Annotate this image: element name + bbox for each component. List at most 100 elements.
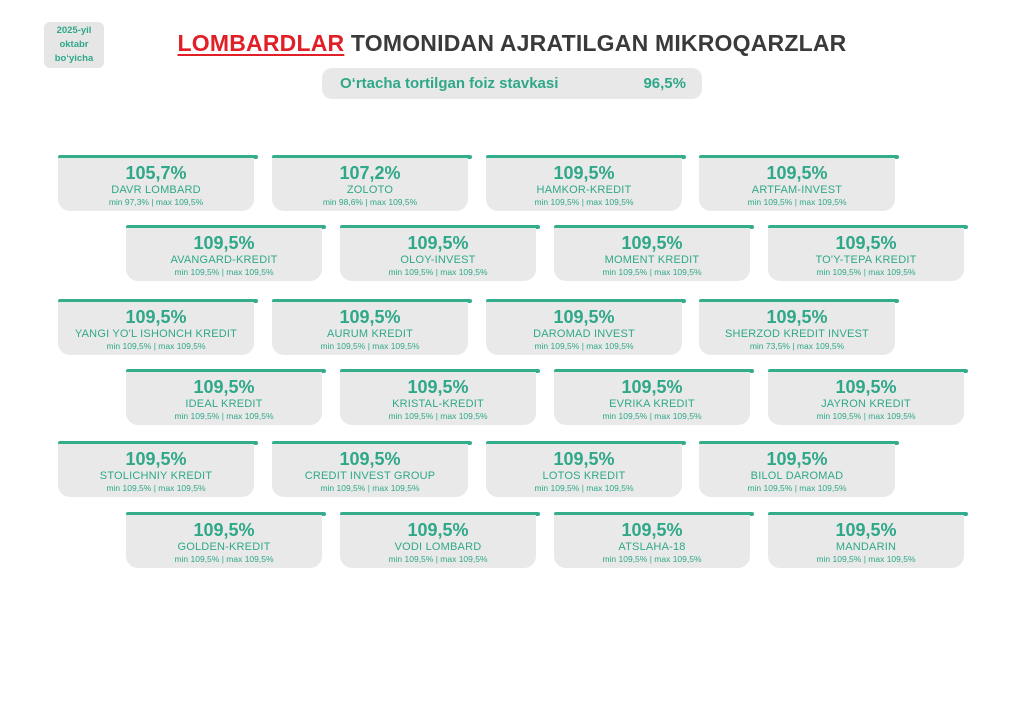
card-rate-range: min 109,5% | max 109,5% <box>816 411 916 421</box>
card-company-name: AVANGARD-KREDIT <box>170 254 278 266</box>
lombard-card: 109,5% SHERZOD KREDIT INVEST min 73,5% | m… <box>699 299 899 355</box>
card-accent-bar <box>768 512 968 516</box>
card-body: 109,5% MOMENT KREDIT min 109,5% | max 109,… <box>554 228 750 281</box>
card-company-name: ATSLAHA-18 <box>618 541 686 553</box>
card-rate-range: min 73,5% | max 109,5% <box>749 341 845 351</box>
card-rate-value: 109,5% <box>621 520 683 540</box>
card-company-name: ZOLOTO <box>346 184 394 196</box>
card-rate-value: 109,5% <box>193 520 255 540</box>
card-body: 109,5% AVANGARD-KREDIT min 109,5% | max 10… <box>126 228 322 281</box>
card-company-name: DAROMAD INVEST <box>533 328 635 340</box>
card-body: 109,5% SHERZOD KREDIT INVEST min 73,5% | m… <box>699 302 895 355</box>
card-body: 107,2% ZOLOTO min 98,6% | max 109,5% <box>272 158 468 211</box>
card-body: 109,5% CREDIT INVEST GROUP min 109,5% | ma… <box>272 444 468 497</box>
card-rate-value: 109,5% <box>835 520 897 540</box>
card-body: 109,5% EVRIKA KREDIT min 109,5% | max 109,… <box>554 372 750 425</box>
card-body: 109,5% KRISTAL-KREDIT min 109,5% | max 109… <box>340 372 536 425</box>
lombard-card: 109,5% OLOY-INVEST min 109,5% | max 109,5% <box>340 225 540 281</box>
card-rate-value: 109,5% <box>125 307 187 327</box>
card-body: 109,5% YANGI YO'L ISHONCH KREDIT min 109,5… <box>58 302 254 355</box>
card-body: 109,5% AURUM KREDIT min 109,5% | max 109,5… <box>272 302 468 355</box>
card-accent-bar <box>554 369 754 373</box>
card-rate-value: 109,5% <box>125 449 187 469</box>
card-rate-value: 109,5% <box>553 163 615 183</box>
card-company-name: GOLDEN-KREDIT <box>177 541 271 553</box>
page-title-rest: TOMONIDAN AJRATILGAN MIKROQARZLAR <box>344 30 847 56</box>
card-company-name: MANDARIN <box>835 541 897 553</box>
lombard-card: 109,5% LOTOS KREDIT min 109,5% | max 109,5… <box>486 441 686 497</box>
card-accent-bar <box>340 369 540 373</box>
lombard-card: 109,5% MOMENT KREDIT min 109,5% | max 109,… <box>554 225 754 281</box>
card-accent-bar <box>58 155 258 159</box>
lombard-card: 109,5% HAMKOR-KREDIT min 109,5% | max 109,… <box>486 155 686 211</box>
card-rate-value: 109,5% <box>835 233 897 253</box>
card-company-name: CREDIT INVEST GROUP <box>304 470 436 482</box>
card-accent-bar <box>486 299 686 303</box>
card-accent-bar <box>486 155 686 159</box>
card-accent-bar <box>126 225 326 229</box>
card-body: 105,7% DAVR LOMBARD min 97,3% | max 109,5% <box>58 158 254 211</box>
card-company-name: ARTFAM-INVEST <box>751 184 843 196</box>
card-body: 109,5% ATSLAHA-18 min 109,5% | max 109,5% <box>554 515 750 568</box>
card-accent-bar <box>340 225 540 229</box>
card-body: 109,5% BILOL DAROMAD min 109,5% | max 109,… <box>699 444 895 497</box>
card-rate-range: min 109,5% | max 109,5% <box>534 341 634 351</box>
card-accent-bar <box>699 441 899 445</box>
card-rate-range: min 109,5% | max 109,5% <box>174 267 274 277</box>
card-rate-range: min 109,5% | max 109,5% <box>747 483 847 493</box>
average-rate-label: O‘rtacha tortilgan foiz stavkasi <box>340 75 559 92</box>
card-company-name: EVRIKA KREDIT <box>609 398 695 410</box>
card-rate-range: min 109,5% | max 109,5% <box>106 483 206 493</box>
lombard-card: 109,5% YANGI YO'L ISHONCH KREDIT min 109,5… <box>58 299 258 355</box>
card-rate-range: min 109,5% | max 109,5% <box>747 197 847 207</box>
lombard-card: 109,5% CREDIT INVEST GROUP min 109,5% | ma… <box>272 441 472 497</box>
card-accent-bar <box>554 512 754 516</box>
card-rate-range: min 109,5% | max 109,5% <box>388 411 488 421</box>
card-company-name: VODI LOMBARD <box>394 541 482 553</box>
card-body: 109,5% DAROMAD INVEST min 109,5% | max 109… <box>486 302 682 355</box>
card-accent-bar <box>699 299 899 303</box>
card-rate-range: min 109,5% | max 109,5% <box>816 554 916 564</box>
lombard-card: 109,5% IDEAL KREDIT min 109,5% | max 109,5… <box>126 369 326 425</box>
card-rate-value: 107,2% <box>339 163 401 183</box>
lombard-card: 107,2% ZOLOTO min 98,6% | max 109,5% <box>272 155 472 211</box>
card-body: 109,5% STOLICHNIY KREDIT min 109,5% | max … <box>58 444 254 497</box>
card-rate-value: 109,5% <box>766 307 828 327</box>
card-company-name: BILOL DAROMAD <box>750 470 844 482</box>
card-rate-value: 109,5% <box>835 377 897 397</box>
lombard-card: 109,5% ARTFAM-INVEST min 109,5% | max 109,… <box>699 155 899 211</box>
date-badge-year: 2025-yil <box>56 25 92 36</box>
card-accent-bar <box>58 299 258 303</box>
date-badge-suffix: bo‘yicha <box>54 53 94 64</box>
card-rate-value: 109,5% <box>193 233 255 253</box>
date-badge: 2025-yil oktabr bo‘yicha <box>44 22 104 68</box>
lombard-card: 109,5% BILOL DAROMAD min 109,5% | max 109,… <box>699 441 899 497</box>
card-rate-range: min 109,5% | max 109,5% <box>388 554 488 564</box>
average-rate-box: O‘rtacha tortilgan foiz stavkasi 96,5% <box>322 68 702 99</box>
card-rate-value: 109,5% <box>339 449 401 469</box>
card-rate-value: 109,5% <box>621 377 683 397</box>
card-rate-range: min 109,5% | max 109,5% <box>174 411 274 421</box>
card-rate-range: min 109,5% | max 109,5% <box>816 267 916 277</box>
card-body: 109,5% TO'Y-TEPA KREDIT min 109,5% | max 1… <box>768 228 964 281</box>
card-accent-bar <box>699 155 899 159</box>
card-rate-range: min 109,5% | max 109,5% <box>602 411 702 421</box>
card-rate-value: 109,5% <box>193 377 255 397</box>
card-accent-bar <box>554 225 754 229</box>
card-accent-bar <box>272 299 472 303</box>
lombard-card: 109,5% VODI LOMBARD min 109,5% | max 109,5… <box>340 512 540 568</box>
card-company-name: HAMKOR-KREDIT <box>536 184 632 196</box>
card-rate-range: min 97,3% | max 109,5% <box>108 197 204 207</box>
card-company-name: AURUM KREDIT <box>326 328 414 340</box>
card-rate-range: min 98,6% | max 109,5% <box>322 197 418 207</box>
card-company-name: DAVR LOMBARD <box>111 184 201 196</box>
card-rate-value: 109,5% <box>407 520 469 540</box>
card-body: 109,5% IDEAL KREDIT min 109,5% | max 109,5… <box>126 372 322 425</box>
card-rate-range: min 109,5% | max 109,5% <box>602 554 702 564</box>
card-company-name: IDEAL KREDIT <box>185 398 263 410</box>
card-company-name: OLOY-INVEST <box>400 254 476 266</box>
average-rate-value: 96,5% <box>643 75 686 92</box>
lombard-card: 109,5% DAROMAD INVEST min 109,5% | max 109… <box>486 299 686 355</box>
card-body: 109,5% MANDARIN min 109,5% | max 109,5% <box>768 515 964 568</box>
lombard-card: 109,5% KRISTAL-KREDIT min 109,5% | max 109… <box>340 369 540 425</box>
